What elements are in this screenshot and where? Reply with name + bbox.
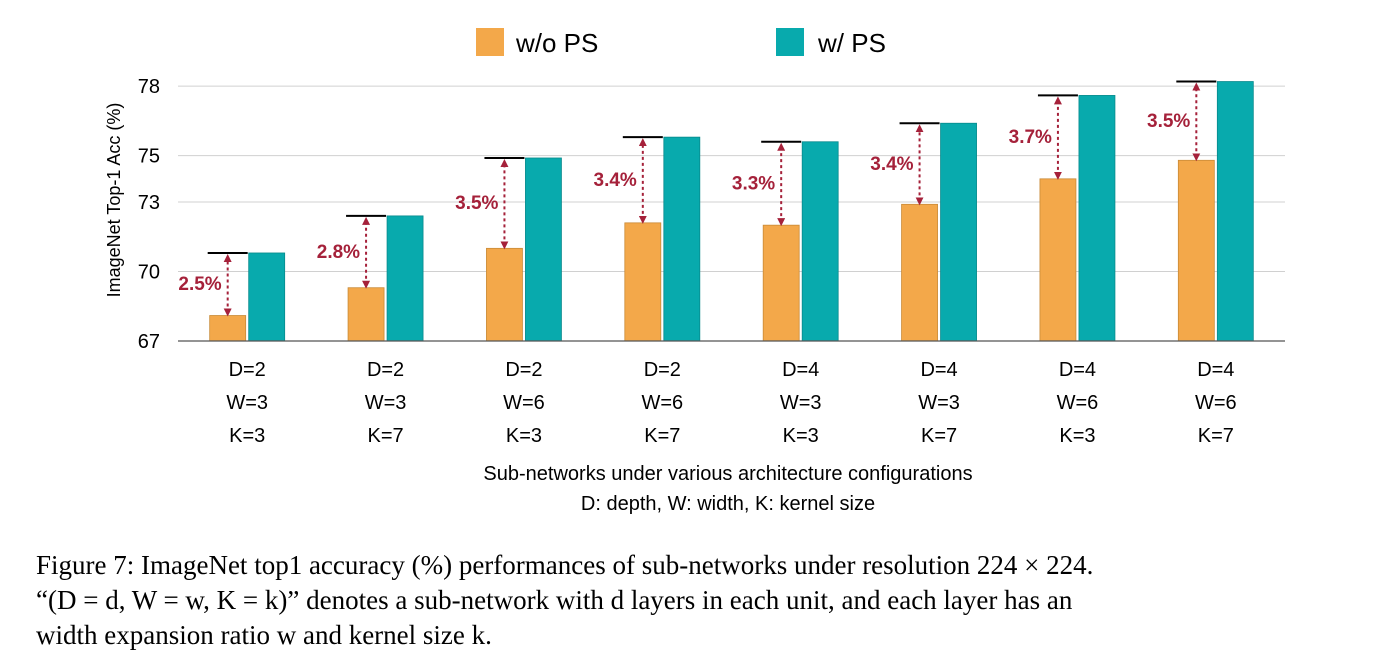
x-tick-label: D=4 bbox=[920, 359, 957, 381]
gain-annotations: 2.5% 2.8% 3.5% 3.4% 3.3% 3.4% 3.7% 3.5% bbox=[178, 80, 1217, 317]
x-tick-label: W=3 bbox=[365, 392, 407, 414]
bars bbox=[209, 81, 1254, 342]
bar-wo-ps bbox=[209, 315, 247, 342]
bar-wo-ps bbox=[347, 287, 385, 342]
legend-label-wo-ps: w/o PS bbox=[515, 28, 598, 58]
x-tick-label: W=6 bbox=[503, 392, 545, 414]
x-axis-label-line1: Sub-networks under various architecture … bbox=[483, 463, 972, 485]
bar-wo-ps bbox=[1039, 178, 1077, 342]
x-axis-label-line2: D: depth, W: width, K: kernel size bbox=[581, 493, 875, 515]
gain-label: 3.5% bbox=[1147, 111, 1190, 132]
x-tick-label: D=4 bbox=[1197, 359, 1234, 381]
x-axis-ticks: D=2 W=3 K=3 D=2 W=3 K=7 D=2 W=6 K=3 D=2 W=6 K=7 D=4 W… bbox=[226, 359, 1236, 447]
bar-w-ps bbox=[525, 157, 562, 342]
x-tick-label: D=2 bbox=[505, 359, 542, 381]
y-axis-label: ImageNet Top-1 Acc (%) bbox=[104, 103, 124, 298]
bar-w-ps bbox=[663, 136, 701, 342]
caption-line-1: Figure 7: ImageNet top1 accuracy (%) per… bbox=[36, 550, 1094, 580]
y-tick-label: 78 bbox=[138, 76, 160, 98]
x-tick-label: W=6 bbox=[641, 392, 683, 414]
x-tick-label: K=3 bbox=[1059, 425, 1095, 447]
x-tick-label: W=3 bbox=[918, 392, 960, 414]
bar-wo-ps bbox=[1177, 159, 1215, 342]
y-tick-label: 70 bbox=[138, 262, 160, 284]
x-tick-label: D=4 bbox=[782, 359, 819, 381]
x-tick-label: K=3 bbox=[783, 425, 819, 447]
x-tick-label: W=6 bbox=[1057, 392, 1099, 414]
caption-line-2: “(D = d, W = w, K = k)” denotes a sub-ne… bbox=[36, 585, 1073, 615]
x-tick-label: W=3 bbox=[226, 392, 268, 414]
y-tick-label: 73 bbox=[138, 192, 160, 214]
x-tick-label: K=7 bbox=[367, 425, 403, 447]
y-tick-label: 67 bbox=[138, 331, 160, 353]
bar-wo-ps bbox=[624, 222, 662, 342]
gain-label: 3.4% bbox=[870, 154, 913, 175]
bar-w-ps bbox=[801, 141, 839, 342]
bar-w-ps bbox=[1078, 95, 1116, 342]
bar-w-ps bbox=[248, 252, 286, 342]
x-tick-label: D=2 bbox=[367, 359, 404, 381]
legend-swatch-wo-ps bbox=[476, 28, 504, 56]
x-tick-label: K=7 bbox=[1198, 425, 1234, 447]
bar-wo-ps bbox=[901, 203, 938, 342]
x-tick-label: K=3 bbox=[506, 425, 542, 447]
gain-label: 3.7% bbox=[1009, 127, 1052, 148]
figure-caption: Figure 7: ImageNet top1 accuracy (%) per… bbox=[36, 548, 1356, 653]
bar-w-ps bbox=[386, 215, 424, 342]
bar-w-ps bbox=[940, 122, 977, 342]
x-tick-label: D=4 bbox=[1059, 359, 1096, 381]
y-axis-ticks: 67 70 73 75 78 bbox=[138, 76, 160, 353]
gain-label: 3.4% bbox=[594, 170, 637, 191]
x-tick-label: K=7 bbox=[921, 425, 957, 447]
x-tick-label: D=2 bbox=[229, 359, 266, 381]
x-tick-label: K=7 bbox=[644, 425, 680, 447]
bar-w-ps bbox=[1216, 81, 1254, 342]
x-tick-label: K=3 bbox=[229, 425, 265, 447]
y-tick-label: 75 bbox=[138, 146, 160, 168]
x-tick-label: D=2 bbox=[644, 359, 681, 381]
gain-label: 3.3% bbox=[732, 173, 775, 194]
legend: w/o PS w/ PS bbox=[476, 28, 886, 58]
legend-swatch-w-ps bbox=[776, 28, 804, 56]
gain-label: 2.8% bbox=[317, 242, 360, 263]
bar-wo-ps bbox=[486, 247, 523, 342]
x-tick-label: W=3 bbox=[780, 392, 822, 414]
caption-line-3: width expansion ratio w and kernel size … bbox=[36, 620, 492, 650]
legend-label-w-ps: w/ PS bbox=[817, 28, 886, 58]
gain-label: 2.5% bbox=[178, 274, 221, 295]
gain-label: 3.5% bbox=[455, 193, 498, 214]
bar-wo-ps bbox=[762, 224, 800, 342]
bar-chart: 67 70 73 75 78 2.5% 2.8% 3.5% 3.4% 3.3% 3.4% 3.7% 3… bbox=[104, 28, 1285, 515]
x-tick-label: W=6 bbox=[1195, 392, 1237, 414]
